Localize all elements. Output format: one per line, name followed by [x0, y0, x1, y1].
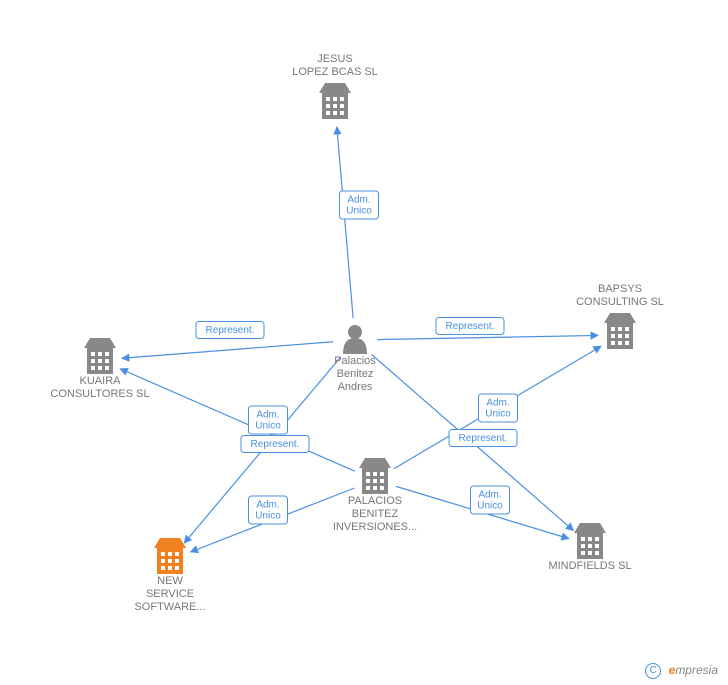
- edge: [122, 342, 333, 359]
- edge-label: Adm.Unico: [249, 406, 288, 434]
- edge-label: Represent.: [449, 430, 517, 447]
- node-label: SOFTWARE...: [134, 601, 205, 613]
- svg-text:Represent.: Represent.: [459, 433, 508, 444]
- node-label: CONSULTORES SL: [50, 388, 149, 400]
- svg-text:Adm.: Adm.: [478, 489, 501, 500]
- node-jesus[interactable]: JESUSLOPEZ BCAS SL: [292, 53, 378, 119]
- node-label: Benitez: [337, 368, 374, 380]
- svg-text:Unico: Unico: [346, 205, 372, 216]
- node-newservice[interactable]: NEWSERVICESOFTWARE...: [134, 538, 205, 613]
- node-label: NEW: [157, 575, 183, 587]
- svg-text:Represent.: Represent.: [206, 325, 255, 336]
- network-diagram: JESUSLOPEZ BCAS SL BAPSYSCONSULTING SL KUA…: [0, 0, 728, 685]
- copyright-icon: C: [645, 663, 661, 679]
- svg-text:Represent.: Represent.: [251, 439, 300, 450]
- node-bapsys[interactable]: BAPSYSCONSULTING SL: [576, 283, 664, 349]
- svg-text:Adm.: Adm.: [486, 397, 509, 408]
- node-label: SERVICE: [146, 588, 194, 600]
- svg-text:Adm.: Adm.: [256, 409, 279, 420]
- edge-label: Adm.Unico: [471, 486, 510, 514]
- edge-label: Adm.Unico: [479, 394, 518, 422]
- node-label: KUAIRA: [80, 375, 122, 387]
- svg-text:Unico: Unico: [485, 408, 511, 419]
- node-label: Palacios: [334, 355, 376, 367]
- node-kuaira[interactable]: KUAIRACONSULTORES SL: [50, 338, 149, 400]
- svg-text:Adm.: Adm.: [256, 499, 279, 510]
- svg-text:Adm.: Adm.: [347, 194, 370, 205]
- node-label: JESUS: [317, 53, 352, 65]
- edge-label: Represent.: [436, 318, 504, 335]
- brand-label: empresia: [669, 663, 718, 677]
- svg-text:Unico: Unico: [255, 510, 281, 521]
- edge: [120, 369, 355, 471]
- node-person[interactable]: PalaciosBenitezAndres: [334, 325, 376, 393]
- node-label: BAPSYS: [598, 283, 642, 295]
- node-label: CONSULTING SL: [576, 296, 664, 308]
- edge: [337, 127, 353, 318]
- node-label: BENITEZ: [352, 508, 399, 520]
- svg-text:Unico: Unico: [255, 420, 281, 431]
- node-label: PALACIOS: [348, 495, 402, 507]
- svg-text:Unico: Unico: [477, 500, 503, 511]
- node-palacios_inv[interactable]: PALACIOSBENITEZINVERSIONES...: [333, 458, 417, 533]
- edge-label: Adm.Unico: [249, 496, 288, 524]
- edge: [377, 335, 598, 339]
- node-label: LOPEZ BCAS SL: [292, 66, 378, 78]
- svg-text:Represent.: Represent.: [446, 321, 495, 332]
- edge-label: Represent.: [196, 322, 264, 339]
- edge-label: Adm.Unico: [340, 191, 379, 219]
- node-label: Andres: [338, 381, 373, 393]
- node-label: INVERSIONES...: [333, 521, 417, 533]
- node-mindfields[interactable]: MINDFIELDS SL: [548, 523, 631, 572]
- node-label: MINDFIELDS SL: [548, 560, 631, 572]
- edge-label: Represent.: [241, 436, 309, 453]
- footer: C empresia: [645, 663, 718, 679]
